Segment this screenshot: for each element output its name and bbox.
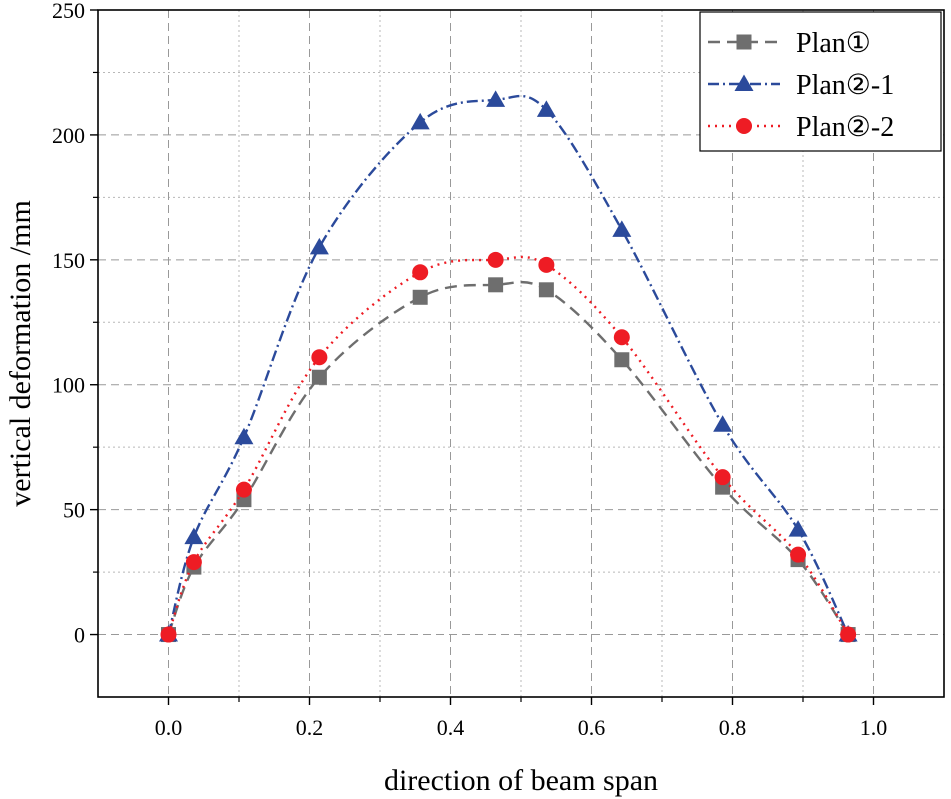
data-point-circle — [160, 626, 177, 643]
data-point-square — [614, 352, 630, 368]
data-point-triangle — [234, 427, 254, 445]
data-point-square — [311, 369, 327, 385]
data-point-square — [538, 282, 554, 298]
data-point-circle — [538, 256, 555, 273]
y-tick-label: 0 — [74, 623, 85, 648]
x-tick-label: 0.8 — [719, 715, 747, 740]
data-point-circle — [840, 626, 857, 643]
legend-label: Plan②-1 — [796, 70, 894, 101]
y-tick-label: 200 — [52, 123, 85, 148]
series-layer — [159, 90, 858, 643]
data-point-circle — [311, 349, 328, 366]
x-tick-label: 0.4 — [437, 715, 465, 740]
axis-ticks: 0.0 0.2 0.4 0.6 0.8 1.0 0 50 100 150 200 250 — [52, 0, 887, 740]
x-tick-label: 0.0 — [155, 715, 183, 740]
y-tick-label: 50 — [63, 498, 85, 523]
data-point-circle — [185, 554, 202, 571]
data-point-circle — [613, 329, 630, 346]
data-point-triangle — [309, 237, 329, 255]
y-tick-label: 250 — [52, 0, 85, 23]
legend-item: Plan②-1 — [708, 70, 894, 101]
series-3 — [160, 251, 857, 643]
data-point-triangle — [486, 90, 506, 107]
x-tick-label: 0.2 — [296, 715, 324, 740]
legend-item: Plan① — [708, 28, 871, 59]
legend-label: Plan① — [796, 28, 871, 59]
series-line — [167, 255, 850, 636]
y-tick-label: 150 — [52, 248, 85, 273]
data-point-triangle — [713, 415, 733, 432]
x-tick-label: 0.6 — [578, 715, 606, 740]
data-point-triangle — [410, 112, 430, 130]
data-point-circle — [235, 481, 252, 498]
y-tick-label: 100 — [52, 373, 85, 398]
data-point-circle — [412, 264, 429, 281]
data-point-triangle — [184, 527, 204, 545]
legend: Plan① Plan②-1 Plan②-2 — [699, 11, 942, 152]
data-point-square — [412, 289, 428, 305]
data-point-triangle — [788, 520, 808, 537]
data-point-circle — [714, 469, 731, 486]
y-axis-title: vertical deformation /mm — [4, 200, 37, 507]
legend-label: Plan②-2 — [796, 112, 894, 143]
series-line — [167, 280, 850, 636]
x-tick-label: 1.0 — [860, 715, 888, 740]
legend-item: Plan②-2 — [708, 112, 894, 143]
data-point-circle — [790, 546, 807, 563]
data-point-triangle — [612, 220, 632, 237]
series-1 — [161, 277, 856, 643]
legend-marker-square — [736, 34, 752, 50]
x-axis-title: direction of beam span — [384, 764, 658, 797]
data-point-square — [488, 277, 504, 293]
data-point-circle — [487, 251, 504, 268]
legend-marker-triangle — [734, 74, 754, 91]
data-point-triangle — [536, 100, 556, 117]
legend-marker-circle — [736, 118, 752, 134]
